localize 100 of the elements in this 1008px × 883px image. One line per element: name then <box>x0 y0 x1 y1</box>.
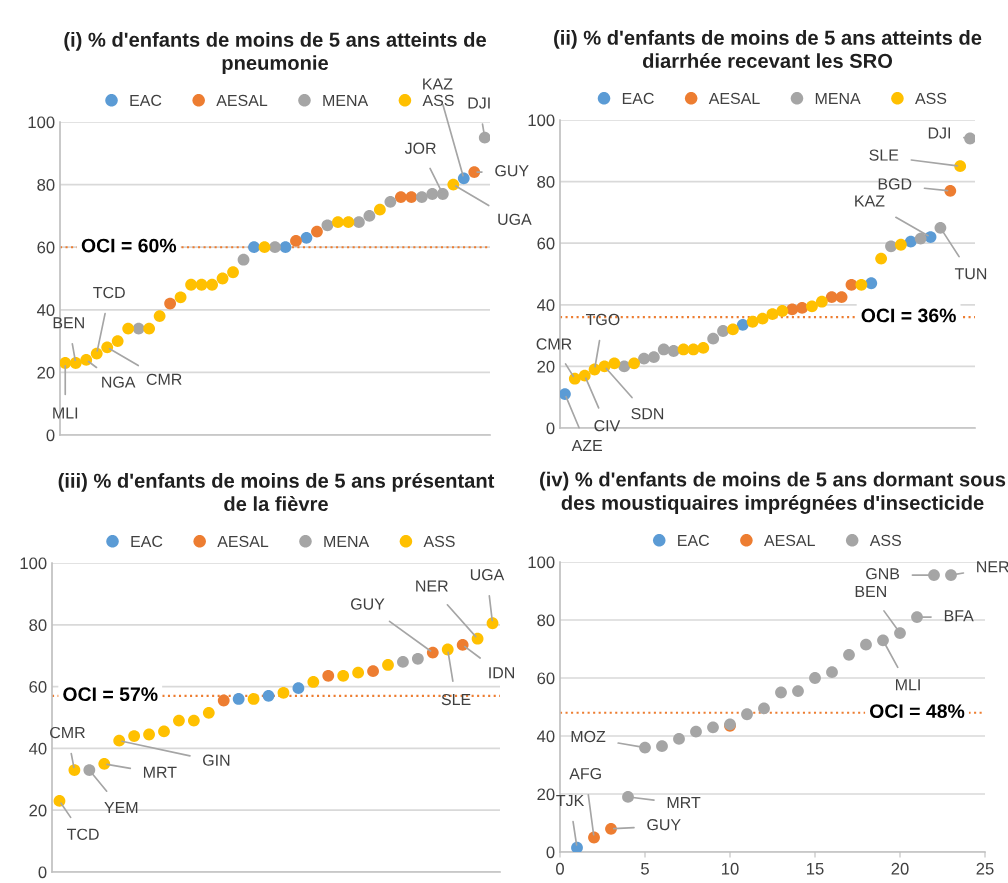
point <box>667 345 680 357</box>
annotation: BEN <box>855 585 886 597</box>
annotation: NER <box>416 580 448 592</box>
point <box>405 191 418 204</box>
point <box>809 672 821 684</box>
point <box>83 764 96 776</box>
point <box>342 216 355 229</box>
text: KAZ <box>423 78 453 90</box>
point <box>766 308 779 320</box>
y-tick-label: 0 <box>546 422 555 435</box>
x-tick-label: 25 <box>976 862 994 875</box>
chart-title: (i) % d'enfants de moins de 5 ans atteints de pneumonie <box>64 32 486 74</box>
x-tick-label: 15 <box>807 863 824 875</box>
y-tick-label: 20 <box>37 366 55 379</box>
text: DJI <box>468 97 490 109</box>
point <box>98 757 111 770</box>
legend-label: AESAL <box>217 535 269 548</box>
point <box>158 725 170 738</box>
annotation: TCD <box>67 828 99 840</box>
point <box>673 733 685 745</box>
point <box>815 295 828 308</box>
annotation: SLE <box>441 693 471 706</box>
annotation: KAZ <box>855 195 885 207</box>
y-tick-label: 20 <box>537 788 555 801</box>
point <box>153 310 166 322</box>
point <box>588 831 600 844</box>
point <box>237 253 250 266</box>
point <box>269 241 281 254</box>
point <box>311 225 323 238</box>
point <box>173 714 185 727</box>
annotation: TJK <box>556 794 585 807</box>
point <box>934 221 947 234</box>
y-tick-label: 40 <box>28 742 47 755</box>
point <box>687 343 700 356</box>
point <box>290 235 302 247</box>
annotation: MLI <box>896 679 920 691</box>
point <box>875 252 888 265</box>
y-tick-label: 80 <box>537 176 555 188</box>
point <box>605 822 617 835</box>
point <box>656 740 668 753</box>
point <box>578 369 591 382</box>
y-tick-label: 0 <box>546 846 555 859</box>
point <box>436 188 449 200</box>
y-tick-label: 40 <box>36 304 55 316</box>
annotation: BGD <box>878 178 912 190</box>
annotation: CIV <box>594 420 621 432</box>
annotation: CMR <box>536 338 572 350</box>
annotation: TGO <box>585 313 620 326</box>
point <box>143 322 156 335</box>
x-tick-label: 10 <box>722 862 739 875</box>
y-tick-label: 60 <box>29 681 47 693</box>
point <box>128 730 141 742</box>
ref-line-label: OCI = 60% <box>81 238 177 253</box>
point <box>426 188 439 200</box>
annotation: TUN <box>954 268 987 280</box>
point <box>322 669 335 682</box>
annotation: GUY <box>647 819 681 831</box>
text: GUY <box>495 165 529 177</box>
point <box>690 725 702 738</box>
point <box>195 278 208 291</box>
point <box>806 300 818 313</box>
point <box>397 655 409 668</box>
legend-label: EAC <box>678 534 710 547</box>
point <box>247 693 260 705</box>
point <box>796 301 808 314</box>
y-tick-label: 20 <box>29 804 47 817</box>
point <box>332 216 344 229</box>
point <box>835 291 848 303</box>
legend-label: MENA <box>815 92 861 104</box>
point <box>945 569 957 581</box>
annotation: MRT <box>667 796 701 808</box>
point <box>122 322 135 335</box>
point <box>143 728 155 741</box>
y-tick-label: 80 <box>29 619 47 631</box>
annotation: SLE <box>869 149 899 161</box>
point <box>792 685 804 697</box>
point <box>101 341 114 354</box>
annotation: GNB <box>866 568 900 580</box>
annotation: TCD <box>93 286 125 299</box>
point <box>227 266 239 279</box>
point <box>736 318 749 331</box>
point <box>964 132 975 145</box>
point <box>954 160 967 173</box>
point <box>776 305 789 317</box>
point <box>68 764 81 776</box>
y-tick-label: 80 <box>537 614 555 627</box>
point <box>471 632 484 645</box>
point <box>337 669 350 682</box>
point <box>608 357 621 370</box>
point <box>825 291 838 303</box>
legend-label: ASS <box>422 94 454 107</box>
legend-label: EAC <box>622 92 654 105</box>
annotation: GIN <box>203 754 230 766</box>
point <box>775 686 787 699</box>
point <box>885 240 897 253</box>
chart-title: (iii) % d'enfants de moins de 5 ans présentant de la fièvre <box>58 472 495 512</box>
point <box>486 617 499 630</box>
legend-label: AESAL <box>763 534 815 547</box>
point <box>468 166 481 178</box>
chart-title: (iv) % d'enfants de moins de 5 ans dormant sous des moustiquaires imprégnées d'insecticide <box>540 471 1006 514</box>
